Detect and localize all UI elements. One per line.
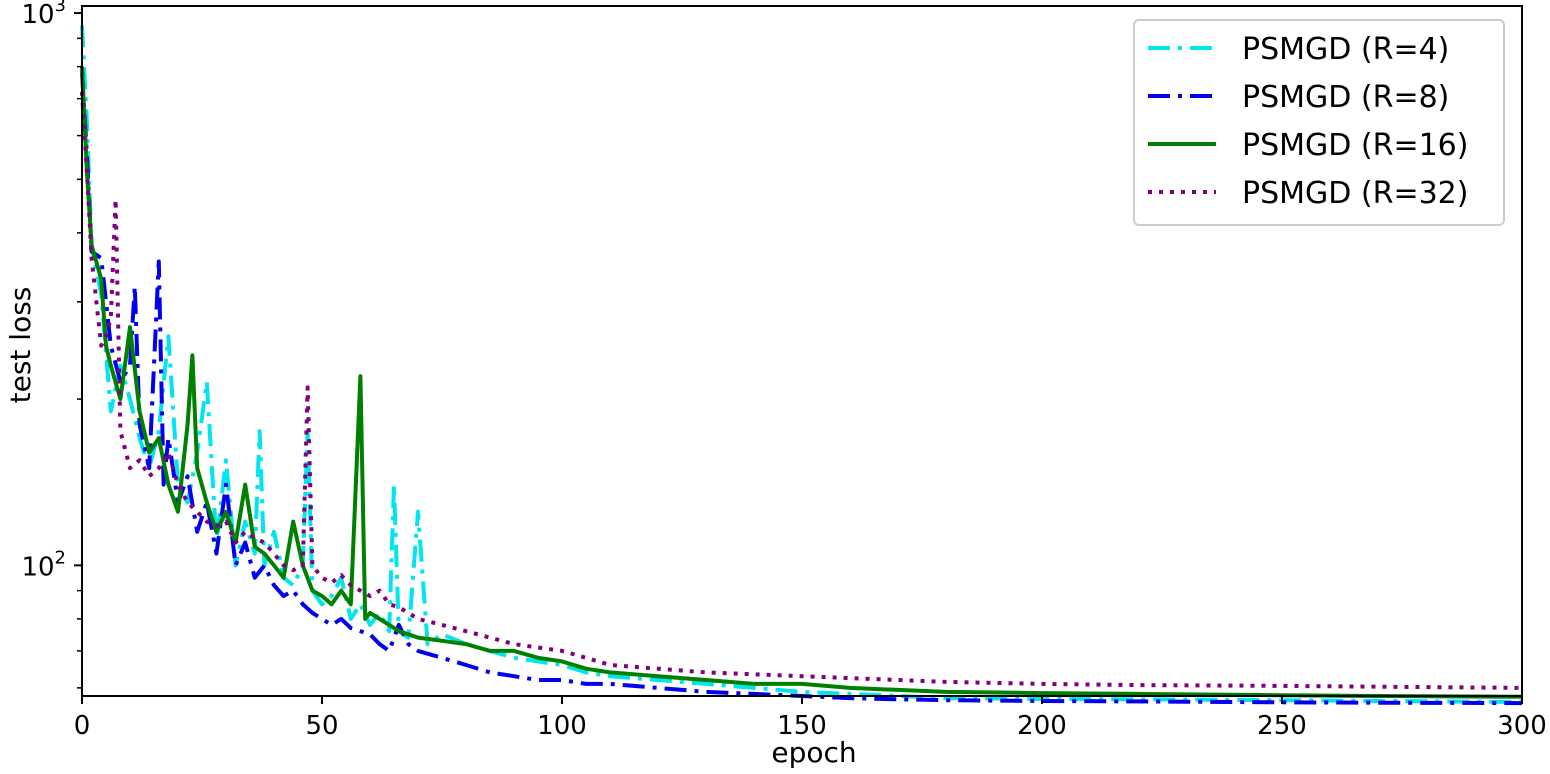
- x-axis-ticks: 0 50 100 150 200 250 300: [74, 696, 1547, 741]
- x-tick-label: 250: [1257, 711, 1307, 741]
- x-tick-label: 200: [1017, 711, 1067, 741]
- series-line-2: [80, 72, 1523, 706]
- x-tick-label: 100: [537, 711, 587, 741]
- legend-label-2: PSMGD (R=8): [1242, 80, 1449, 115]
- legend-label-3: PSMGD (R=16): [1242, 128, 1468, 163]
- series-layer: [80, 25, 1523, 706]
- legend-label-4: PSMGD (R=32): [1242, 176, 1468, 211]
- legend-box: [1133, 19, 1505, 226]
- y-tick-label: 102: [21, 547, 66, 582]
- x-axis-label: epoch: [771, 736, 856, 769]
- legend-label-1: PSMGD (R=4): [1242, 32, 1449, 67]
- x-tick-label: 300: [1497, 711, 1547, 741]
- series-line-3: [80, 66, 1523, 699]
- y-tick-label: 103: [21, 0, 66, 30]
- legend: PSMGD (R=4) PSMGD (R=8) PSMGD (R=16) PSMGD …: [1133, 19, 1505, 226]
- y-axis-label: test loss: [4, 287, 37, 404]
- x-tick-label: 0: [74, 711, 91, 741]
- series-line-4: [80, 91, 1523, 690]
- x-tick-label: 50: [305, 711, 338, 741]
- x-tick-label: 150: [777, 711, 827, 741]
- y-axis-ticks: 102 103: [21, 0, 82, 689]
